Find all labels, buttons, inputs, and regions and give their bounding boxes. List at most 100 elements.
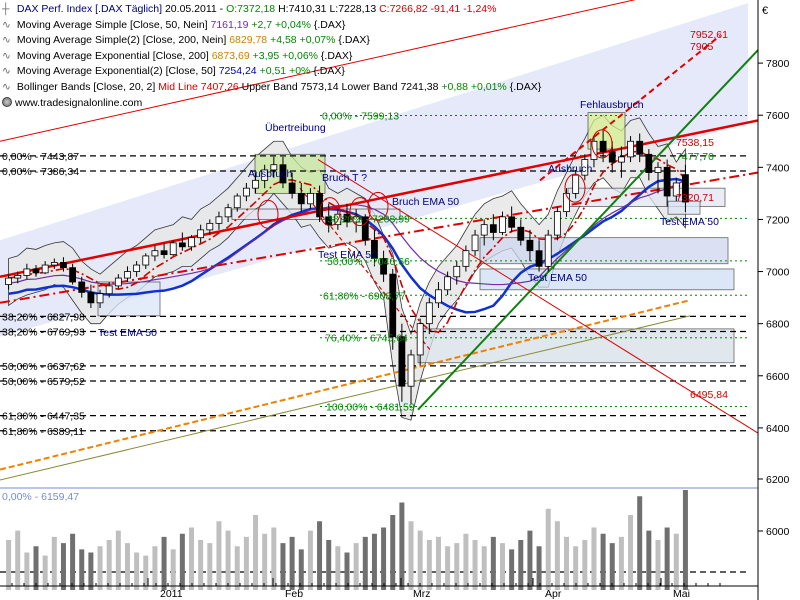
volume-bar	[280, 543, 286, 590]
legend-sma200-value: 6829,78	[229, 34, 268, 47]
candle-body	[453, 265, 461, 278]
volume-bar	[463, 533, 469, 590]
y-tick-label: 7600	[766, 110, 790, 122]
volume-bar	[262, 533, 268, 590]
price-label: 7905	[690, 41, 714, 53]
annotation-label: Übertreibung	[265, 122, 326, 134]
legend-sma200-pct: +0,07%	[299, 34, 336, 47]
volume-bar	[143, 555, 149, 590]
volume-bar	[33, 546, 39, 590]
volume-bar	[344, 552, 350, 590]
candle-body	[563, 192, 570, 213]
price-label: 6495,84	[690, 389, 728, 401]
candle-body	[32, 268, 40, 274]
candle-body	[50, 262, 58, 266]
line-icon: ∿	[2, 18, 11, 31]
volume-bar	[426, 540, 432, 590]
left-level-label: 61,80% - 6447,35	[2, 411, 85, 423]
candle-body	[352, 216, 360, 223]
indicator-legend: ┼ DAX Perf. Index [.DAX Täglich] 20.05.2…	[2, 2, 541, 111]
volume-bar	[381, 527, 387, 590]
volume-bar	[88, 552, 94, 590]
red-down-line	[317, 159, 759, 434]
volume-bar	[582, 540, 588, 590]
legend-bollinger-lower: Lower Band 7241,38	[341, 80, 439, 93]
legend-low: L:7228,13	[329, 3, 377, 15]
volume-bar	[97, 546, 103, 590]
y-tick-label: 7200	[766, 214, 790, 226]
legend-ema50-pct: +0%	[289, 65, 311, 78]
legend-sma50-symbol: {.DAX}	[313, 18, 346, 31]
candle-body	[627, 140, 634, 158]
y-tick-label: 6800	[766, 319, 790, 331]
candle-body	[160, 250, 168, 256]
volume-bar	[70, 533, 76, 590]
left-level-label: 0,00% - 6159,47	[2, 491, 79, 503]
candle-body	[663, 166, 671, 197]
legend-row-sma200: ∿ Moving Average Simple(2) [Close, 200, …	[2, 33, 541, 49]
fib-label: 38,20% - 7203,99	[327, 213, 410, 225]
volume-bar	[628, 515, 634, 590]
candle-body	[499, 216, 506, 233]
candle-body	[270, 164, 278, 171]
candlesticks	[5, 129, 689, 405]
line-icon: ∿	[2, 80, 11, 93]
volume-bar	[124, 543, 130, 590]
volume-bar	[134, 552, 140, 590]
price-label: 7538,15	[676, 137, 714, 149]
candle-body	[471, 234, 479, 252]
candle-body	[361, 216, 369, 241]
marker-circle-2	[349, 197, 371, 227]
legend-change: -91,41	[430, 3, 461, 15]
volume-bar	[655, 540, 661, 590]
legend-ema200-pct: +0,06%	[282, 49, 318, 62]
marker-circle-3	[367, 191, 389, 221]
volume-bar	[435, 536, 441, 590]
candle-body	[78, 281, 86, 293]
candle-body	[41, 264, 49, 274]
candle-body	[489, 224, 497, 233]
candle-body	[178, 242, 186, 248]
volume-bar	[609, 543, 615, 590]
annotation-label: Test EMA 50	[318, 249, 377, 261]
annotation-label: Test EMA 50	[660, 216, 719, 228]
volume-bar	[545, 508, 551, 590]
legend-row-source: www.tradesignalonline.com	[2, 96, 541, 112]
legend-sma50-change: +2,7	[251, 18, 273, 31]
candle-body	[60, 262, 67, 269]
volume-bars	[6, 490, 688, 590]
legend-sma200-change: +4,58	[270, 34, 297, 47]
fib-label: 50,00% - 7040,66	[327, 256, 410, 268]
volume-bar	[445, 546, 451, 590]
candle-body	[325, 216, 333, 226]
resistance-box	[479, 237, 729, 265]
volume-bar	[15, 530, 21, 590]
candle-body	[151, 250, 159, 257]
left-level-label: 0,00% - 7386,34	[2, 166, 79, 178]
y-tick-label: 6400	[766, 423, 790, 435]
legend-ema50-change: +0,51	[259, 65, 287, 78]
currency-label: €	[762, 5, 768, 17]
candle-body	[87, 291, 95, 304]
volume-bar	[51, 536, 57, 590]
x-tick-label: Mai	[673, 588, 690, 600]
candle-body	[316, 192, 323, 218]
vol-tick-label: 6000	[766, 526, 790, 538]
legend-high: H:7410,31	[278, 3, 327, 15]
volume-bar	[289, 536, 295, 590]
candle-body	[672, 182, 680, 197]
legend-ema200-symbol: {.DAX}	[320, 49, 353, 62]
candle-body	[288, 182, 296, 194]
candle-body	[599, 140, 607, 153]
volume-bar	[79, 549, 85, 590]
volume-bar	[499, 543, 505, 590]
candle-body	[572, 174, 580, 194]
source-link[interactable]: www.tradesignalonline.com	[15, 96, 143, 109]
volume-bar	[509, 549, 515, 590]
line-icon: ∿	[2, 65, 11, 78]
legend-bollinger-pct: +0,01%	[470, 80, 507, 93]
volume-bar	[207, 543, 213, 590]
candle-body	[581, 159, 589, 176]
volume-bar	[335, 546, 341, 590]
